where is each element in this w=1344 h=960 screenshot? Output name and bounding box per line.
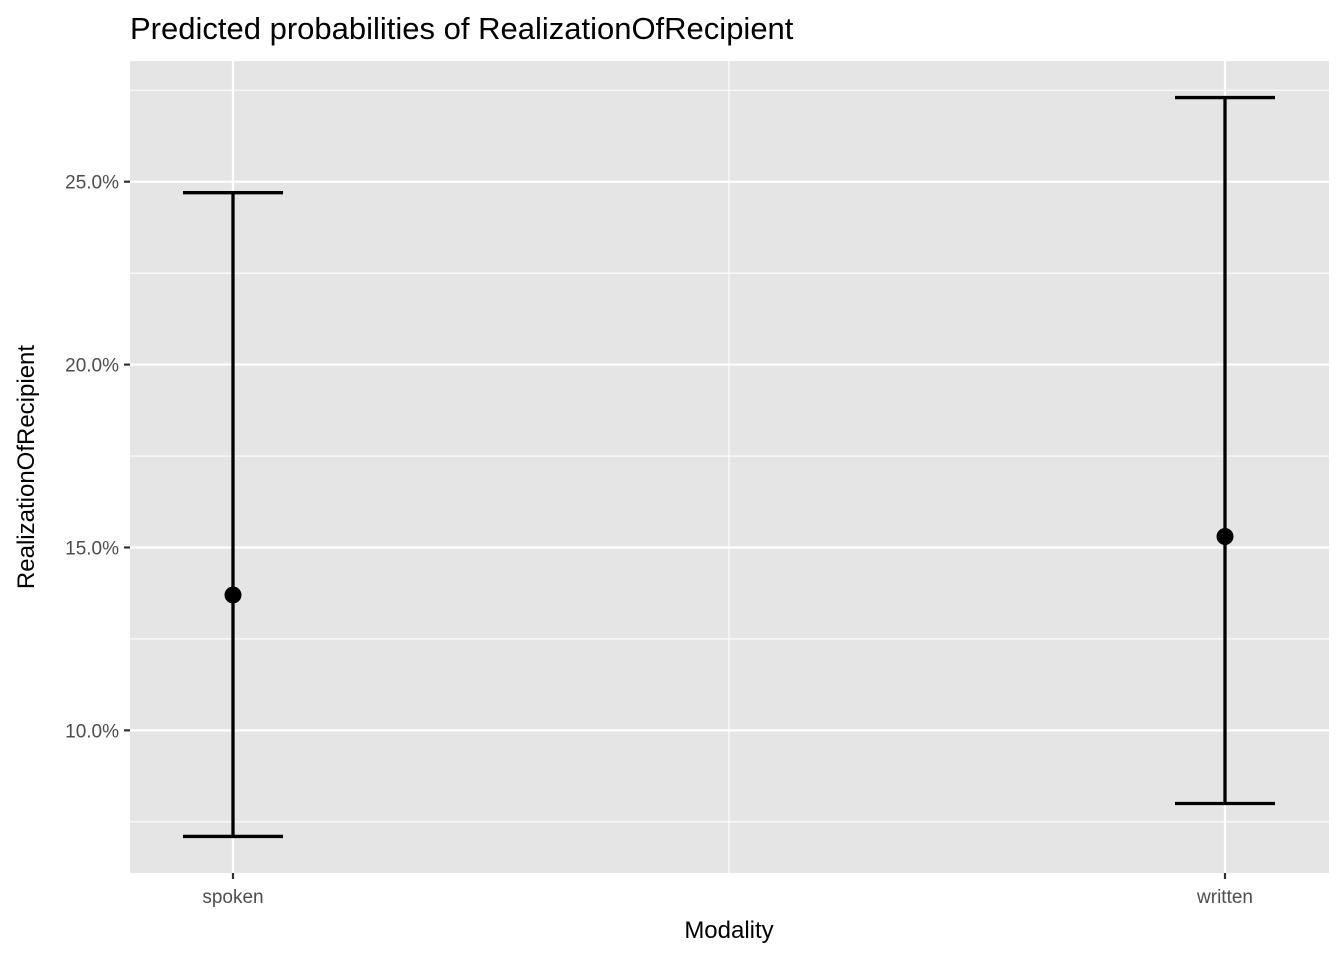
- y-axis-title: RealizationOfRecipient: [13, 345, 40, 589]
- x-tick-label: spoken: [202, 887, 263, 908]
- y-axis: 10.0% 15.0% 20.0% 25.0%: [65, 173, 130, 742]
- point-written: [1216, 527, 1234, 545]
- x-axis-title: Modality: [684, 917, 773, 944]
- point-spoken: [224, 586, 242, 604]
- y-tick-label: 10.0%: [65, 721, 119, 742]
- y-tick-label: 20.0%: [65, 356, 119, 377]
- chart-title: Predicted probabilities of RealizationOf…: [130, 11, 794, 46]
- x-tick-label: written: [1196, 887, 1253, 908]
- y-tick-label: 25.0%: [65, 173, 119, 194]
- y-tick-label: 15.0%: [65, 538, 119, 559]
- series-marks: [183, 95, 1275, 839]
- x-axis: spoken written: [202, 873, 1253, 908]
